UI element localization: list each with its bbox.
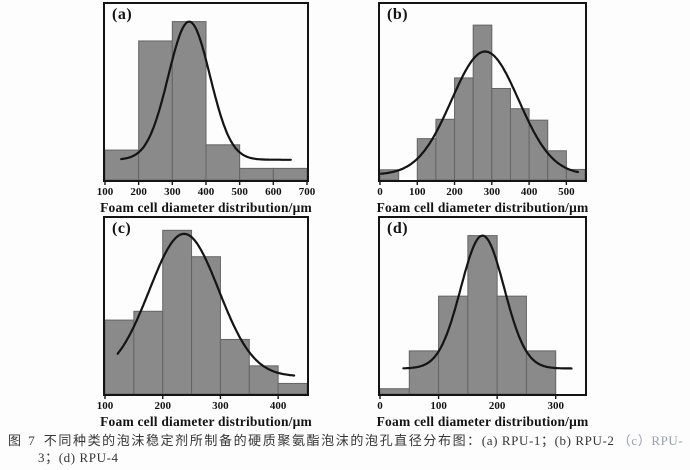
x-tick-label: 200 — [446, 186, 463, 198]
plot-border — [378, 2, 587, 182]
distribution-fit-curve — [380, 50, 579, 175]
panel-label-b: (b) — [387, 6, 409, 23]
histogram-bar — [491, 87, 511, 181]
x-tick-label: 400 — [521, 186, 538, 198]
caption-text-line2: 3；(d) RPU-4 — [38, 450, 119, 465]
histogram-bar — [191, 256, 221, 395]
x-axis-title-c: Foam cell diameter distribution/μm — [100, 414, 312, 429]
histogram-bar — [162, 229, 193, 395]
x-tick-label: 200 — [130, 186, 147, 198]
x-tick-label: 300 — [484, 186, 501, 198]
histogram-plot-a: 100 200 300 400 500 600 700 — [97, 2, 316, 198]
histogram-bar — [248, 365, 279, 395]
x-tick-label: 700 — [299, 186, 316, 198]
x-tick-label: 0 — [377, 186, 383, 198]
figure-caption: 图 7 不同种类的泡沫稳定剂所制备的硬质聚氨酯泡沫的泡孔直径分布图：(a) RPU… — [8, 432, 690, 466]
histogram-bar — [219, 338, 250, 395]
caption-figure-number: 图 7 — [8, 433, 37, 448]
x-tick-label: 400 — [198, 186, 215, 198]
caption-text-chinese: 不同种类的泡沫稳定剂所制备的硬质聚氨酯泡沫的泡孔直径分布图： — [43, 433, 482, 448]
distribution-fit-curve — [116, 232, 296, 377]
histogram-bar — [272, 167, 308, 181]
subplot-a: 100 200 300 400 500 600 700 (a) Foam cell diam… — [97, 2, 316, 215]
caption-text-samples: (a) RPU-1；(b) RPU-2 — [481, 433, 615, 448]
subplot-b: 0 100 200 300 400 500 (b) Foam cell diameter … — [377, 2, 588, 215]
x-tick-label: 200 — [154, 400, 171, 412]
panel-label-d: (d) — [387, 220, 409, 237]
histogram-bar — [205, 144, 241, 181]
caption-line-1: 图 7 不同种类的泡沫稳定剂所制备的硬质聚氨酯泡沫的泡孔直径分布图：(a) RPU… — [8, 432, 690, 449]
plot-border — [103, 216, 309, 396]
x-axis-title-a: Foam cell diameter distribution/μm — [100, 200, 312, 215]
histogram-bar — [277, 382, 308, 395]
panel-label-c: (c) — [112, 220, 132, 237]
caption-line-2: 3；(d) RPU-4 — [38, 449, 690, 466]
histogram-bar — [454, 77, 474, 181]
x-tick-label: 300 — [164, 186, 181, 198]
x-tick-label: 300 — [547, 400, 564, 412]
x-tick-label: 300 — [212, 400, 229, 412]
histogram-bar — [104, 319, 135, 395]
histogram-bar — [509, 108, 530, 181]
x-tick-label: 100 — [97, 186, 114, 198]
distribution-fit-curve — [402, 234, 573, 370]
distribution-fit-curve — [120, 20, 292, 161]
histogram-bar — [133, 310, 164, 395]
histogram-bar — [467, 235, 498, 395]
panel-label-a: (a) — [112, 6, 133, 23]
x-tick-label: 100 — [97, 400, 114, 412]
x-axis-title-d: Foam cell diameter distribution/μm — [376, 414, 589, 429]
histogram-bar — [472, 24, 493, 181]
histogram-bar — [416, 138, 437, 181]
histogram-plot-d: 0 100 200 300 — [377, 216, 587, 412]
x-tick-label: 500 — [231, 186, 248, 198]
x-axis-title-b: Foam cell diameter distribution/μm — [376, 200, 589, 215]
histogram-bar — [379, 388, 410, 395]
x-tick-label: 100 — [430, 400, 447, 412]
histogram-plot-b: 0 100 200 300 400 500 — [377, 2, 587, 198]
x-tick-label: 200 — [489, 400, 506, 412]
histogram-bar — [138, 40, 173, 181]
x-tick-label: 500 — [558, 186, 575, 198]
x-tick-label: 600 — [265, 186, 282, 198]
x-tick-label: 100 — [409, 186, 426, 198]
histogram-bar — [171, 21, 207, 181]
plot-border — [378, 216, 587, 396]
subplot-c: 100 200 300 400 (c) Foam cell diameter dist… — [97, 216, 312, 429]
caption-text-cutoff: （c）RPU- — [617, 433, 684, 448]
x-tick-label: 0 — [377, 400, 383, 412]
histogram-plot-c: 100 200 300 400 — [97, 216, 309, 412]
x-tick-label: 400 — [270, 400, 287, 412]
histogram-bar — [239, 167, 274, 181]
subplot-d: 0 100 200 300 (d) Foam cell diameter distri… — [377, 216, 588, 429]
